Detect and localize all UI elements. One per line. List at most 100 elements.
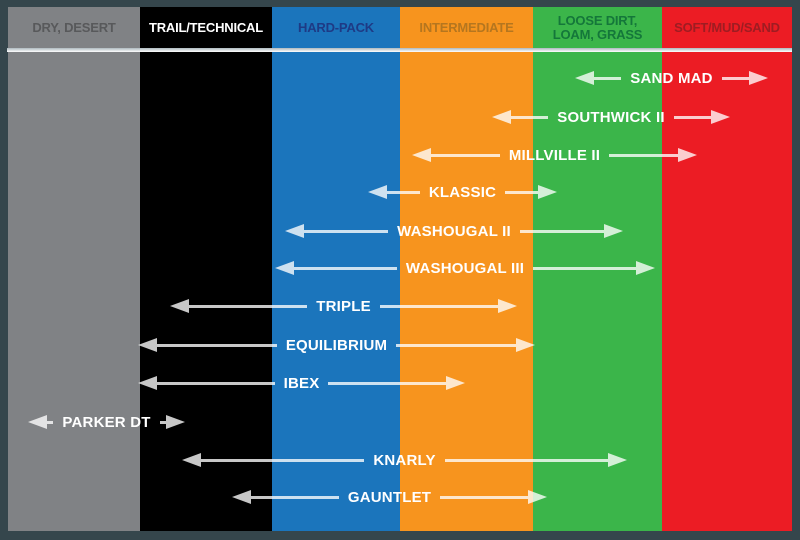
right-arrow-icon: [379, 299, 518, 313]
tire-row: GAUNTLET: [232, 486, 548, 508]
tire-row: EQUILIBRIUM: [138, 334, 535, 356]
arrow-head: [538, 185, 557, 199]
tire-row: WASHOUGAL II: [285, 220, 624, 242]
arrow-shaft: [157, 343, 277, 347]
right-arrow-icon: [533, 261, 656, 275]
arrow-shaft: [444, 458, 609, 462]
column-header-label: INTERMEDIATE: [419, 19, 514, 35]
arrow-head: [368, 185, 387, 199]
arrow-head: [492, 110, 511, 124]
right-arrow-icon: [444, 453, 628, 467]
arrow-head: [678, 148, 697, 162]
tire-name-label: GAUNTLET: [347, 488, 432, 506]
arrow-shaft: [396, 343, 516, 347]
arrow-head: [528, 490, 548, 504]
tire-row: TRIPLE: [170, 295, 518, 317]
arrow-head: [711, 110, 730, 124]
terrain-column-1: DRY, DESERT: [8, 7, 140, 531]
tire-row: KLASSIC: [368, 181, 557, 203]
terrain-column-2: TRAIL/TECHNICAL: [140, 7, 272, 531]
left-arrow-icon: [138, 376, 275, 390]
arrow-shaft: [431, 153, 500, 157]
left-arrow-icon: [170, 299, 308, 313]
arrow-head: [275, 261, 294, 275]
left-arrow-icon: [368, 185, 420, 199]
arrow-shaft: [294, 266, 397, 270]
arrow-shaft: [159, 420, 167, 424]
arrow-shaft: [201, 458, 365, 462]
arrow-head: [232, 490, 251, 504]
left-arrow-icon: [412, 148, 500, 162]
arrow-shaft: [251, 495, 339, 499]
arrow-head: [498, 299, 518, 313]
arrow-shaft: [721, 76, 749, 80]
arrow-head: [446, 376, 465, 390]
arrow-head: [28, 415, 47, 429]
arrow-shaft: [387, 190, 420, 194]
arrow-head: [182, 453, 201, 467]
tire-row: WASHOUGAL III: [275, 257, 656, 279]
column-header-label: HARD-PACK: [298, 19, 374, 35]
tire-row: PARKER DT: [28, 411, 186, 433]
tire-row: SAND MAD: [575, 67, 768, 89]
arrow-shaft: [519, 229, 605, 233]
tire-row: IBEX: [138, 372, 465, 394]
right-arrow-icon: [721, 71, 768, 85]
arrow-head: [608, 453, 628, 467]
arrow-shaft: [157, 381, 275, 385]
arrow-shaft: [673, 115, 711, 119]
tire-name-label: IBEX: [283, 374, 320, 392]
arrow-head: [604, 224, 624, 238]
arrow-head: [516, 338, 535, 352]
left-arrow-icon: [138, 338, 277, 352]
arrow-shaft: [304, 229, 389, 233]
arrow-shaft: [505, 190, 538, 194]
tire-name-label: KLASSIC: [428, 183, 497, 201]
arrow-head: [166, 415, 186, 429]
right-arrow-icon: [519, 224, 624, 238]
left-arrow-icon: [285, 224, 389, 238]
arrow-shaft: [379, 304, 499, 308]
right-arrow-icon: [396, 338, 535, 352]
arrow-head: [138, 338, 157, 352]
right-arrow-icon: [328, 376, 465, 390]
arrow-head: [749, 71, 768, 85]
left-arrow-icon: [575, 71, 622, 85]
arrow-shaft: [594, 76, 622, 80]
tire-row: KNARLY: [182, 449, 628, 471]
left-arrow-icon: [28, 415, 54, 429]
arrow-shaft: [609, 153, 678, 157]
arrow-head: [412, 148, 431, 162]
right-arrow-icon: [609, 148, 697, 162]
tire-name-label: WASHOUGAL III: [405, 259, 525, 277]
tire-row: SOUTHWICK II: [492, 106, 730, 128]
arrow-head: [575, 71, 594, 85]
right-arrow-icon: [440, 490, 548, 504]
column-header-label: TRAIL/TECHNICAL: [149, 19, 263, 35]
column-header-label: LOOSE DIRT, LOAM, GRASS: [552, 12, 643, 42]
terrain-column-6: SOFT/MUD/SAND: [662, 7, 792, 531]
arrow-shaft: [47, 420, 54, 424]
arrow-shaft: [328, 381, 446, 385]
tire-name-label: EQUILIBRIUM: [285, 336, 388, 354]
right-arrow-icon: [159, 415, 186, 429]
tire-name-label: SOUTHWICK II: [557, 108, 665, 126]
right-arrow-icon: [673, 110, 730, 124]
left-arrow-icon: [275, 261, 397, 275]
arrow-shaft: [440, 495, 529, 499]
tire-name-label: KNARLY: [373, 451, 436, 469]
arrow-head: [138, 376, 157, 390]
right-arrow-icon: [505, 185, 557, 199]
tire-row: MILLVILLE II: [412, 144, 697, 166]
terrain-column-4: INTERMEDIATE: [400, 7, 533, 531]
column-header-label: DRY, DESERT: [32, 19, 116, 35]
header-separator-line: [7, 48, 792, 52]
arrow-shaft: [511, 115, 549, 119]
tire-name-label: MILLVILLE II: [508, 146, 601, 164]
left-arrow-icon: [232, 490, 339, 504]
tire-name-label: PARKER DT: [62, 413, 151, 431]
column-header-label: SOFT/MUD/SAND: [674, 19, 780, 35]
arrow-shaft: [533, 266, 637, 270]
tire-name-label: WASHOUGAL II: [397, 222, 511, 240]
